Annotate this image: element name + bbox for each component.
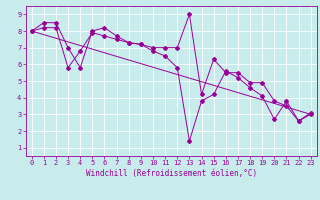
X-axis label: Windchill (Refroidissement éolien,°C): Windchill (Refroidissement éolien,°C) bbox=[86, 169, 257, 178]
